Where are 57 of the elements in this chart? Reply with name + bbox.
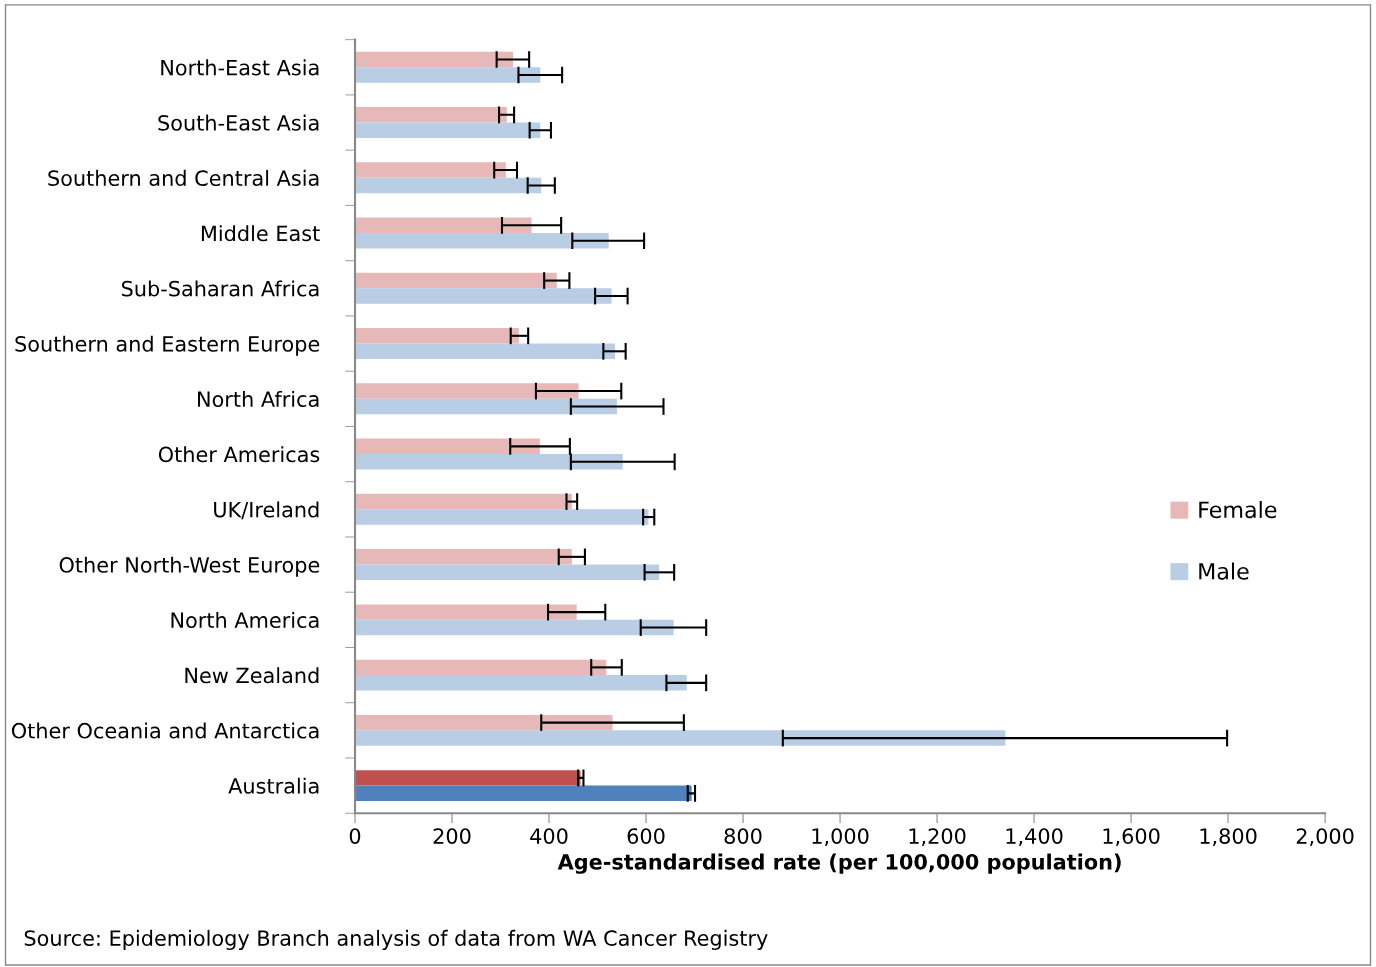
bar — [355, 343, 615, 360]
x-tick-label: 1,800 — [1200, 828, 1257, 847]
y-tick-label: Other Americas — [158, 446, 320, 463]
bar — [355, 398, 617, 415]
bar — [355, 383, 579, 399]
y-tick-label: Other North-West Europe — [59, 556, 320, 577]
bar — [355, 785, 692, 802]
y-tick-label: New Zealand — [185, 667, 319, 684]
bar — [355, 493, 572, 510]
y-tick-label: Middle East — [201, 225, 320, 242]
bar — [355, 107, 507, 123]
bar — [355, 438, 540, 455]
x-tick-label: 1,400 — [1006, 828, 1063, 847]
x-axis-title: Age-standardised rate (per 100,000 population) — [557, 853, 1121, 874]
bar — [355, 770, 581, 786]
bar — [355, 177, 542, 194]
x-tick-label: 0 — [349, 828, 361, 844]
bar — [355, 122, 541, 138]
bar — [355, 619, 674, 636]
bar — [355, 67, 541, 83]
legend-label: Male — [1199, 562, 1249, 580]
bar — [355, 549, 572, 565]
legend-label: Female — [1199, 500, 1277, 519]
bar — [355, 714, 613, 731]
bar — [355, 328, 519, 344]
x-tick-label: 1,200 — [909, 828, 966, 847]
y-tick-label: Southern and Eastern Europe — [15, 335, 320, 356]
x-tick-label: 2,000 — [1296, 828, 1354, 847]
bar — [355, 730, 1006, 746]
bar — [355, 604, 577, 620]
y-tick-label: Australia — [228, 777, 319, 794]
x-tick-label: 1,600 — [1103, 828, 1160, 847]
bar — [355, 233, 609, 249]
x-tick-label: 800 — [724, 828, 762, 844]
x-tick-label: 400 — [530, 828, 568, 844]
x-tick-label: 600 — [627, 828, 665, 844]
x-tick-label: 200 — [433, 828, 471, 844]
bar — [355, 162, 506, 178]
source-note: Source: Epidemiology Branch analysis of data from WA Cancer Registry — [24, 929, 768, 951]
bar — [355, 659, 607, 676]
bar — [355, 564, 660, 581]
y-tick-label: South-East Asia — [158, 114, 319, 131]
bar — [355, 675, 687, 691]
y-tick-label: North America — [171, 611, 319, 629]
bar — [355, 288, 612, 304]
y-tick-label: Sub-Saharan Africa — [121, 280, 319, 297]
y-tick-label: UK/Ireland — [214, 501, 319, 520]
y-tick-label: North-East Asia — [161, 59, 319, 76]
bar — [355, 509, 649, 525]
bar — [355, 51, 514, 68]
y-tick-label: Other Oceania and Antarctica — [11, 722, 319, 739]
x-tick-label: 1,000 — [812, 828, 869, 847]
bar — [355, 454, 623, 470]
bar — [355, 272, 557, 289]
y-tick-label: North Africa — [198, 390, 319, 408]
bar — [355, 217, 532, 234]
y-tick-label: Southern and Central Asia — [48, 169, 319, 186]
